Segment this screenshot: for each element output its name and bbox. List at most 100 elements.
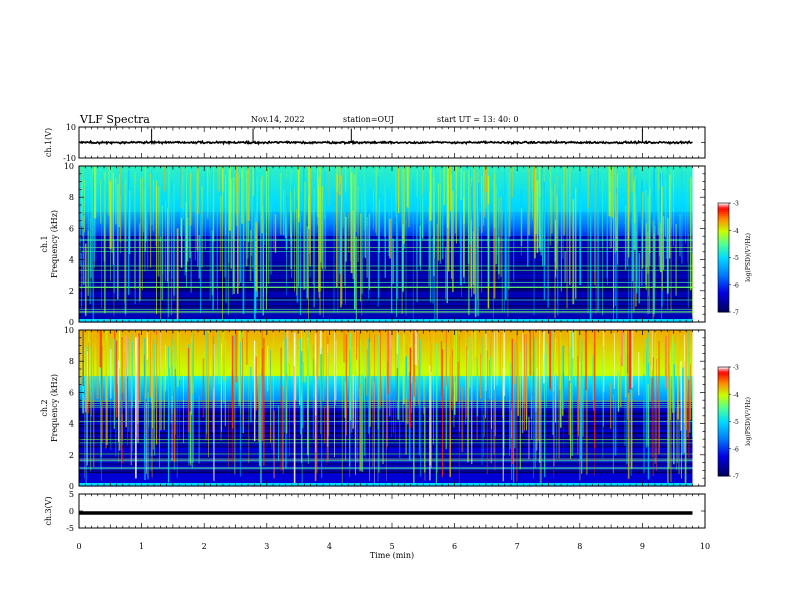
spectrogram-band [79, 390, 693, 393]
spectrogram-burst [236, 166, 238, 192]
spectrogram-burst [189, 170, 191, 247]
spectrogram-burst [388, 204, 390, 257]
spectrogram-burst [631, 330, 633, 388]
spectrogram-burst [323, 171, 326, 219]
spectrogram-burst [439, 184, 442, 264]
spectrogram-burst [328, 166, 330, 206]
colorbar-segment [718, 436, 729, 439]
spectrogram-line [79, 467, 693, 469]
spectrogram-burst [614, 390, 617, 456]
spectrogram-burst [146, 402, 147, 474]
spectrogram-burst [615, 166, 617, 223]
spectrogram-burst [286, 178, 287, 296]
spectrogram-burst [507, 171, 509, 318]
spectrogram-burst [673, 166, 674, 247]
spectrogram-burst [511, 172, 513, 221]
spectrogram-band [79, 434, 693, 437]
spectrogram-burst [668, 365, 671, 469]
spectrogram-burst [651, 330, 653, 371]
spectrogram-band [79, 280, 693, 283]
spectrogram-stripe [79, 283, 693, 285]
spectrogram-band [79, 386, 693, 389]
spectrogram-burst [361, 187, 363, 294]
spectrogram-burst [266, 172, 267, 294]
spectrogram-burst [282, 341, 284, 474]
spectrogram-burst [255, 339, 256, 420]
spectrogram-burst [85, 346, 87, 486]
spectrogram-burst [137, 336, 139, 443]
spectrogram-burst [93, 182, 95, 262]
spectrogram-burst [649, 352, 651, 402]
spectrogram-burst [360, 383, 362, 470]
spectrogram-burst [520, 208, 523, 247]
spectrogram-burst [125, 169, 126, 317]
colorbars: -3 -4 -5 -6 -7 log(PSD)(V²/Hz) -3 -4 -5 -6 -7 log(P… [717, 201, 752, 481]
colorbar-segment [718, 219, 729, 222]
spectrogram-burst [428, 206, 430, 286]
spectrogram-burst [345, 333, 347, 418]
spectrogram-band [79, 262, 693, 265]
spectrogram-burst [648, 221, 651, 266]
spectrogram-burst [543, 331, 545, 384]
spectrogram-burst [176, 228, 179, 321]
colorbar-segment [718, 310, 729, 313]
spectrogram-burst [117, 184, 119, 300]
spectrogram-burst [219, 196, 222, 271]
y-tick-label: 2 [69, 451, 74, 460]
spectrogram-burst [338, 188, 340, 283]
spectrogram-burst [654, 331, 656, 464]
spectrogram-stripe [79, 471, 693, 474]
spectrogram-burst [536, 180, 539, 253]
spectrogram-burst [496, 221, 498, 256]
spectrogram-burst [395, 166, 397, 217]
spectrogram-burst [121, 339, 123, 393]
spectrogram-burst [452, 190, 454, 293]
x-tick-label: 8 [577, 542, 582, 551]
spectrogram-band [79, 236, 693, 239]
spectrogram-burst [469, 168, 471, 244]
spectrogram-band [79, 336, 693, 339]
spectrogram-stripe [79, 452, 693, 455]
colorbar-segment [718, 217, 729, 220]
colorbar-segment [718, 368, 729, 372]
spectrogram-stripe [79, 438, 693, 441]
spectrogram-burst [554, 183, 556, 319]
spectrogram-burst [358, 332, 361, 388]
spectrogram-burst [594, 330, 596, 449]
colorbar-segment [718, 425, 729, 428]
spectrogram-burst [668, 174, 671, 259]
spectrogram-burst [535, 339, 537, 412]
y-tick-label: 8 [69, 193, 74, 202]
spectrogram-burst [168, 167, 170, 272]
spectrogram-burst [483, 166, 485, 226]
spectrogram-burst [125, 335, 127, 428]
spectrogram-burst [384, 184, 386, 237]
spectrogram-burst [492, 180, 494, 319]
ch1-trace [78, 139, 693, 146]
spectrogram-burst [607, 168, 609, 285]
spectrogram-burst [104, 172, 106, 314]
spectrogram-stripe [79, 444, 693, 445]
colorbar-segment [718, 279, 729, 282]
spectrogram-burst [205, 357, 207, 441]
spectrogram-burst [239, 342, 241, 477]
spectrogram-burst [196, 166, 199, 214]
spectrogram-burst [529, 330, 532, 376]
spectrogram-burst [481, 176, 483, 293]
spectrogram-burst [184, 176, 187, 276]
spectrogram-burst [261, 330, 263, 377]
spectrogram-burst [575, 187, 577, 299]
spectrogram-burst [483, 414, 485, 458]
colorbar-segment [718, 401, 729, 404]
spectrogram-burst [349, 392, 351, 477]
spectrogram-burst [312, 344, 314, 440]
spectrogram-burst [366, 349, 368, 396]
spectrogram-burst [319, 168, 322, 292]
spectrogram-burst [435, 343, 437, 485]
colorbar-segment [718, 397, 729, 401]
spectrogram-burst [614, 214, 616, 307]
spectrogram-burst [200, 203, 202, 313]
spectrogram-band [79, 298, 693, 301]
spectrogram-burst [318, 177, 320, 299]
